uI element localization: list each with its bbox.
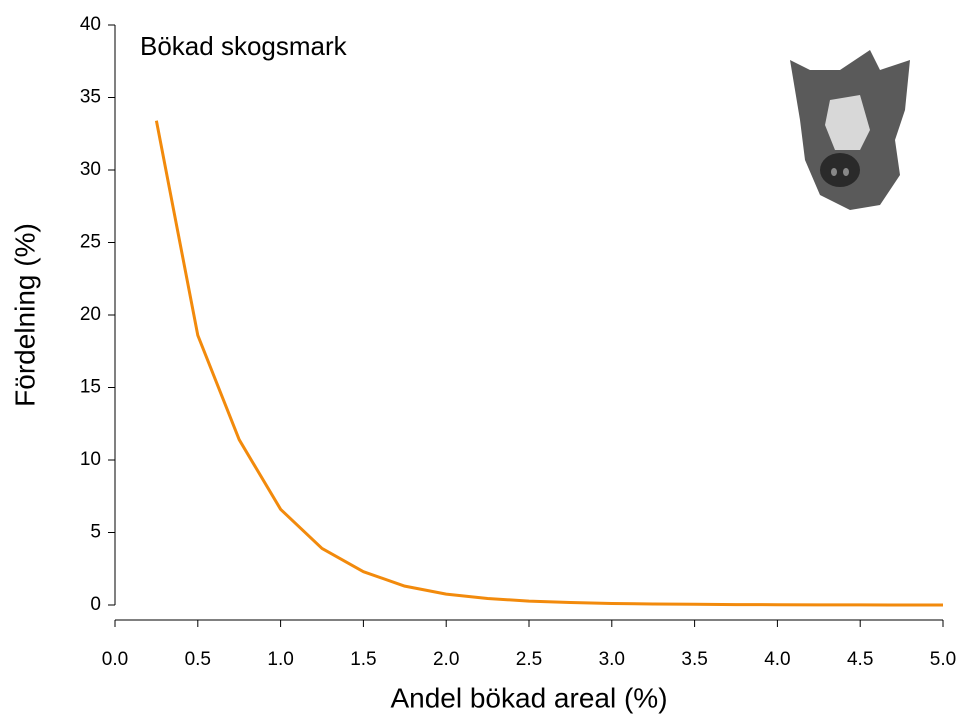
x-tick-label: 3.5 (681, 649, 707, 670)
y-tick-label: 40 (80, 14, 101, 35)
y-tick-label: 10 (80, 449, 101, 470)
chart-title: Bökad skogsmark (140, 31, 348, 61)
y-tick-label: 20 (80, 304, 101, 325)
x-tick-label: 1.0 (267, 649, 293, 670)
x-tick-label: 0.5 (185, 649, 211, 670)
x-tick-label: 4.5 (847, 649, 873, 670)
x-tick-label: 3.0 (599, 649, 625, 670)
boar-illustration (790, 50, 910, 210)
x-tick-label: 4.0 (764, 649, 790, 670)
y-tick-label: 5 (90, 522, 101, 543)
x-axis-label: Andel bökad areal (%) (390, 682, 667, 713)
x-tick-label: 1.5 (350, 649, 376, 670)
y-axis-label: Fördelning (%) (9, 223, 40, 407)
x-tick-label: 2.5 (516, 649, 542, 670)
y-tick-label: 15 (80, 377, 101, 398)
y-tick-label: 25 (80, 232, 101, 253)
x-tick-label: 2.0 (433, 649, 459, 670)
x-tick-label: 0.0 (102, 649, 128, 670)
y-tick-label: 35 (80, 87, 101, 108)
x-tick-label: 5.0 (930, 649, 956, 670)
y-tick-label: 0 (90, 594, 101, 615)
y-tick-label: 30 (80, 159, 101, 180)
chart: Bökad skogsmark Andel bökad areal (%) Fö… (0, 0, 963, 726)
